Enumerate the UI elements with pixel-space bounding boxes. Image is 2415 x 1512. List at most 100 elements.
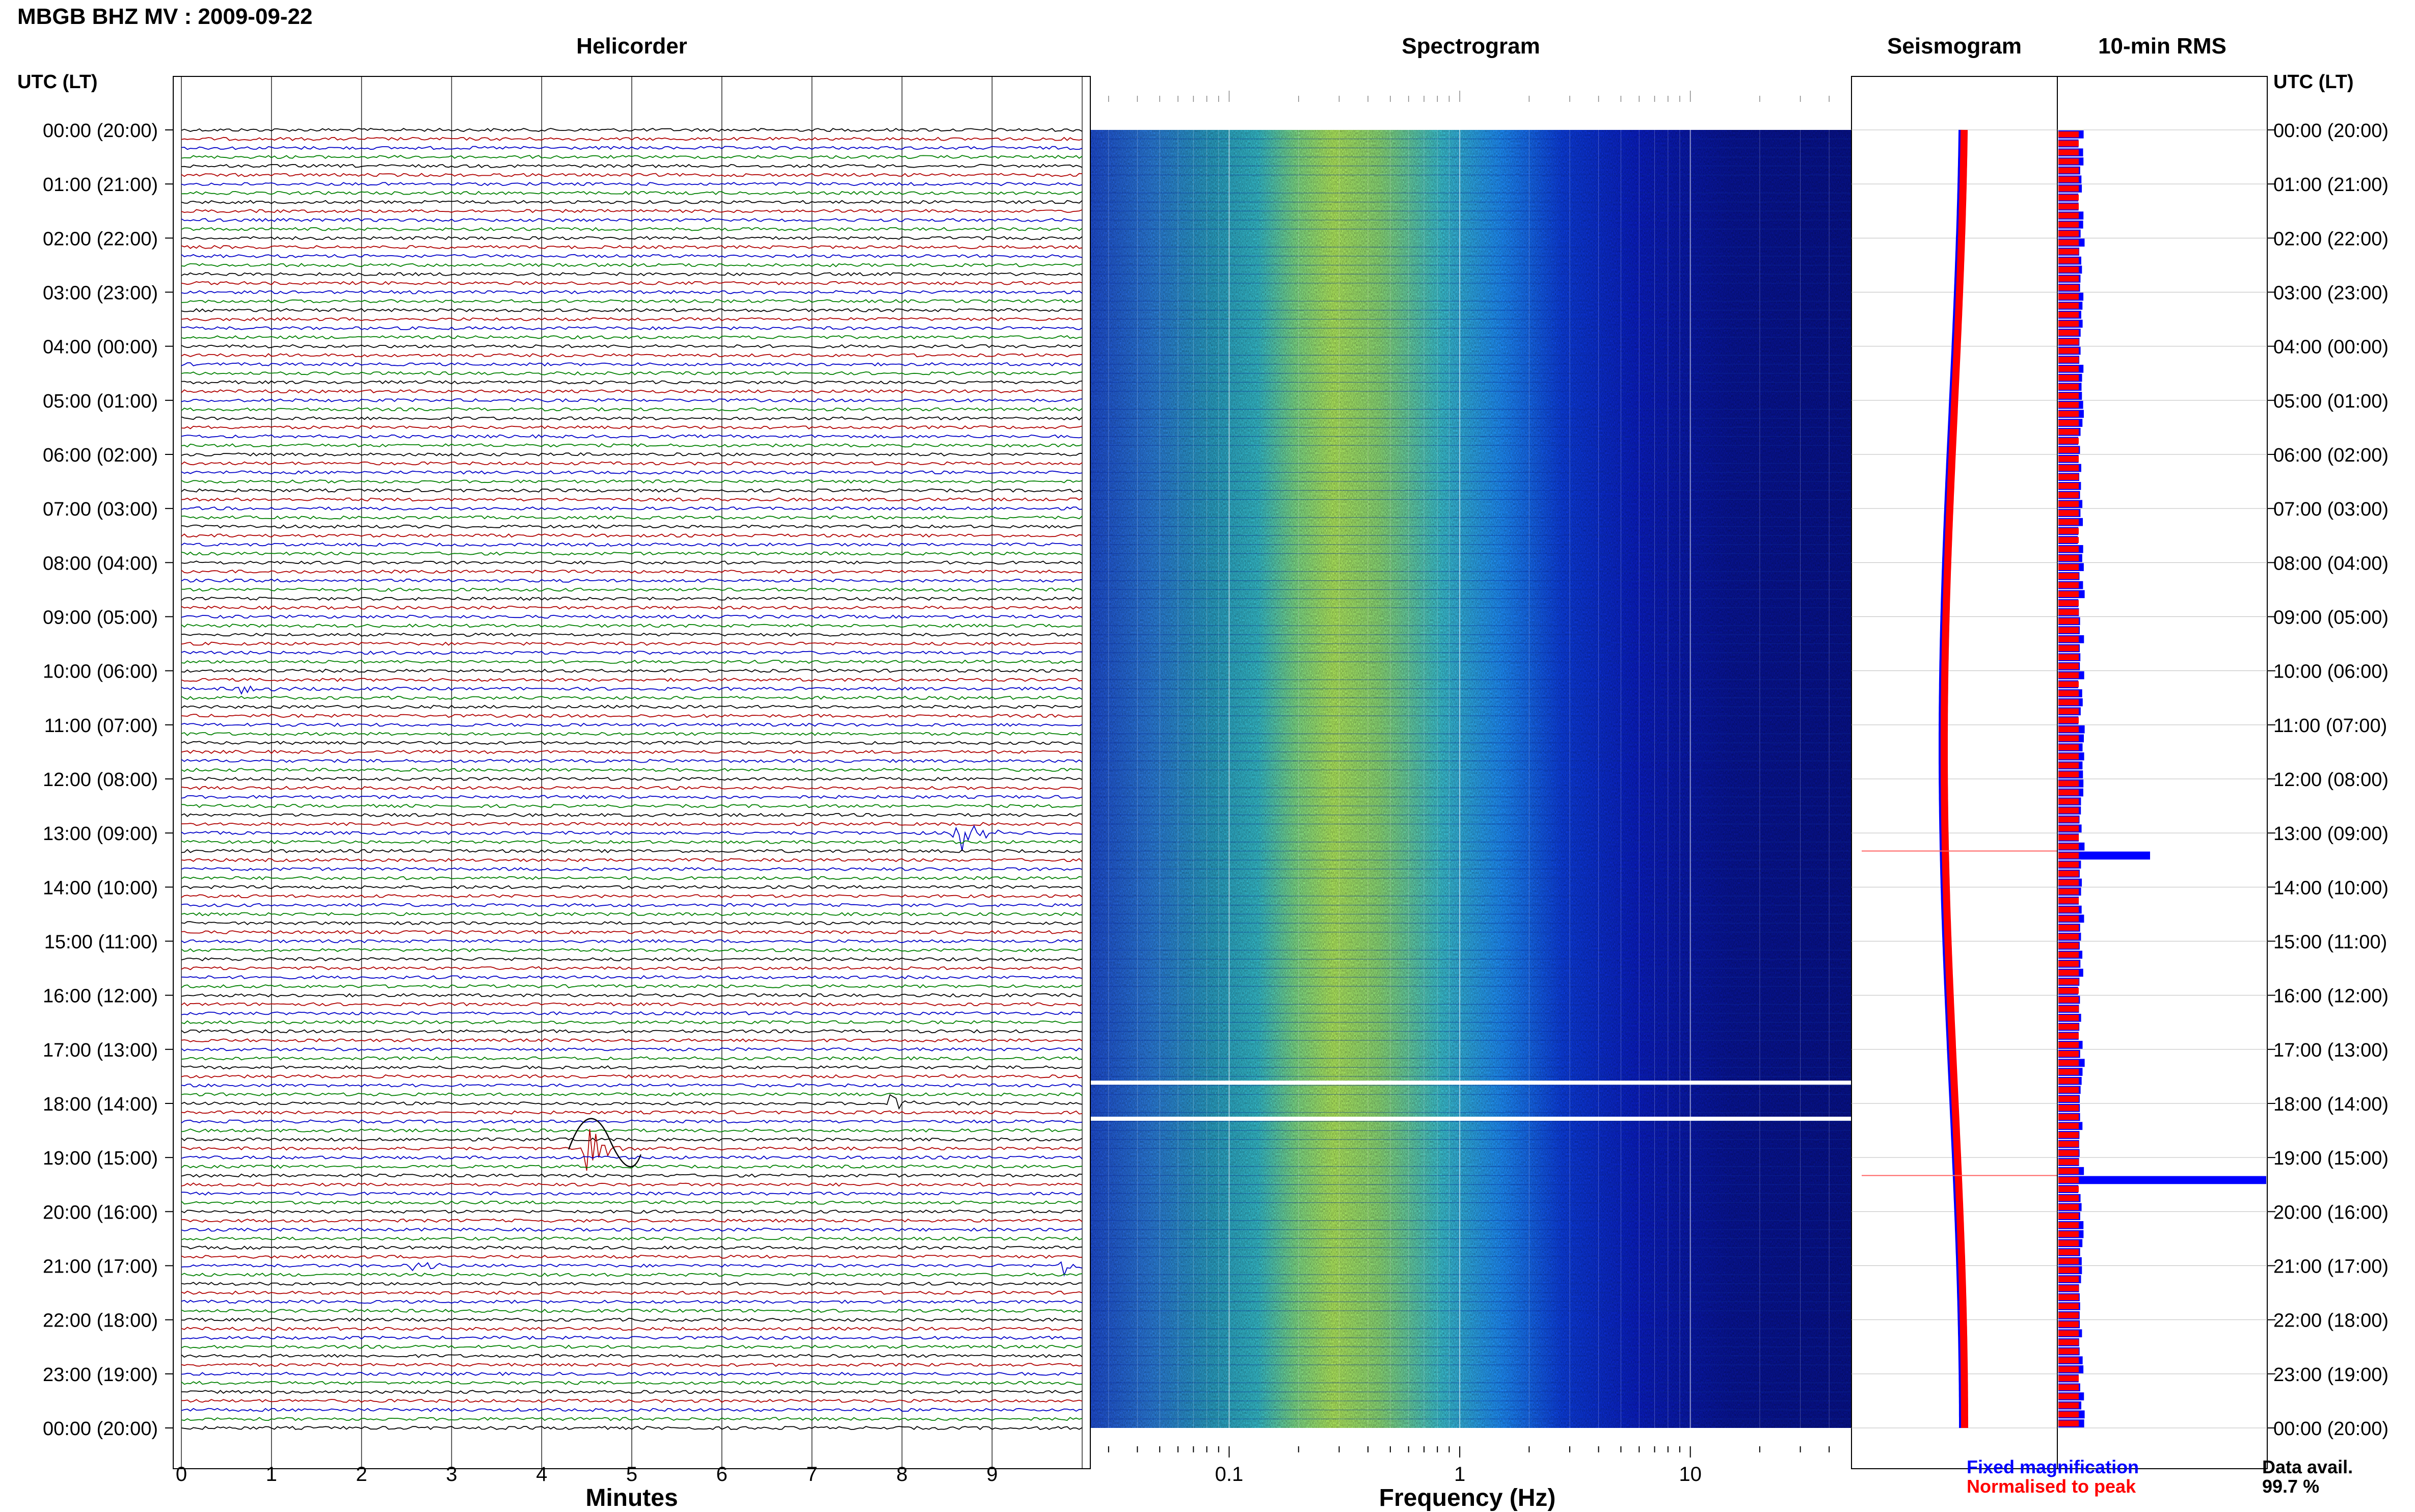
helicorder-trace xyxy=(181,542,1083,547)
rms-frame xyxy=(2057,76,2268,1469)
rms-bar-normalised xyxy=(2058,474,2079,480)
rms-bar-normalised xyxy=(2058,979,2079,985)
helicorder-trace xyxy=(181,858,1083,862)
rms-bar-normalised xyxy=(2058,573,2079,579)
helicorder-trace xyxy=(181,551,1083,556)
helicorder-trace xyxy=(181,1065,1083,1070)
helicorder-trace xyxy=(181,930,1083,934)
rms-bar-normalised xyxy=(2058,816,2079,823)
helicorder-trace xyxy=(181,227,1083,231)
helicorder-trace xyxy=(181,1155,1083,1160)
hour-label-left: 07:00 (03:00) xyxy=(43,499,158,520)
rms-bar-normalised xyxy=(2058,1276,2079,1282)
rms-bar-normalised xyxy=(2058,1042,2079,1048)
hour-label-left: 22:00 (18:00) xyxy=(43,1310,158,1332)
rms-bar-normalised xyxy=(2058,510,2079,516)
hour-label-right: 20:00 (16:00) xyxy=(2273,1202,2389,1223)
helicorder-trace xyxy=(181,903,1083,907)
rms-bar-normalised xyxy=(2058,681,2079,688)
helicorder-trace xyxy=(181,984,1083,989)
rms-bar-normalised xyxy=(2058,411,2079,417)
helicorder-trace xyxy=(181,957,1083,961)
spectrogram-title: Spectrogram xyxy=(1402,34,1540,59)
rms-bar-normalised xyxy=(2058,726,2079,733)
helicorder-trace xyxy=(181,624,1083,628)
helicorder-trace xyxy=(181,1281,1083,1286)
rms-bar-normalised xyxy=(2058,780,2079,787)
helicorder-trace xyxy=(181,587,1083,592)
rms-bar-normalised xyxy=(2058,600,2079,606)
helicorder-panel: 0 1 2 3 4 5 6 7 8 9 xyxy=(173,76,1091,1486)
hour-label-right: 22:00 (18:00) xyxy=(2273,1310,2389,1332)
helicorder-trace xyxy=(181,1218,1083,1223)
time-axis-labels: 00:00 (20:00) 00:00 (20:00) 01:00 (21:00) 0… xyxy=(43,120,2389,1440)
rms-bar-normalised xyxy=(2058,266,2079,273)
helicorder-trace xyxy=(181,1011,1083,1016)
rms-bar-normalised xyxy=(2058,1069,2079,1075)
hour-label-right: 01:00 (21:00) xyxy=(2273,174,2389,196)
hour-label-right: 02:00 (22:00) xyxy=(2273,228,2389,250)
rms-bar-normalised xyxy=(2058,456,2079,462)
rms-bar-normalised xyxy=(2058,564,2079,571)
rms-bar-normalised xyxy=(2058,996,2079,1003)
hour-label-right: 06:00 (02:00) xyxy=(2273,445,2389,466)
rms-bar-normalised xyxy=(2058,1050,2079,1057)
helicorder-trace xyxy=(181,1327,1083,1331)
rms-bar-normalised xyxy=(2058,1348,2079,1355)
helicorder-trace xyxy=(181,533,1083,538)
rms-bar-normalised xyxy=(2058,401,2079,408)
hour-label-right: 14:00 (10:00) xyxy=(2273,877,2389,899)
helicorder-trace xyxy=(181,948,1083,953)
rms-bar-normalised xyxy=(2058,546,2079,552)
seismogram-panel xyxy=(1851,76,2058,1469)
rms-bar-normalised xyxy=(2058,1384,2079,1391)
rms-bar-normalised xyxy=(2058,374,2079,381)
helicorder-trace xyxy=(181,515,1083,520)
frequency-tick-label: 1 xyxy=(1454,1463,1465,1486)
rms-bar-normalised xyxy=(2058,1420,2079,1426)
helicorder-trace xyxy=(181,1290,1083,1295)
rms-bar-normalised xyxy=(2058,1087,2079,1093)
helicorder-trace xyxy=(181,479,1083,484)
rms-bar-normalised xyxy=(2058,834,2079,841)
rms-bar-normalised xyxy=(2058,1294,2079,1301)
hour-label-left: 09:00 (05:00) xyxy=(43,607,158,629)
helicorder-trace xyxy=(181,362,1083,367)
hour-label-right: 19:00 (15:00) xyxy=(2273,1148,2389,1169)
helicorder-trace xyxy=(181,461,1083,466)
hour-label-left: 10:00 (06:00) xyxy=(43,661,158,683)
helicorder-trace xyxy=(181,1308,1083,1313)
helicorder-trace xyxy=(181,1417,1083,1421)
rms-bar-normalised xyxy=(2058,925,2079,931)
hour-label-left: 13:00 (09:00) xyxy=(43,823,158,845)
helicorder-trace xyxy=(181,380,1083,385)
rms-bar-normalised xyxy=(2058,753,2079,760)
rms-bar-normalised xyxy=(2058,952,2079,958)
hour-label-left: 12:00 (08:00) xyxy=(43,769,158,791)
hour-label-left: 01:00 (21:00) xyxy=(43,174,158,196)
frequency-axis-title: Frequency (Hz) xyxy=(1379,1484,1556,1511)
helicorder-trace xyxy=(181,146,1083,150)
hour-label-right: 16:00 (12:00) xyxy=(2273,986,2389,1007)
hour-label-right: 04:00 (00:00) xyxy=(2273,337,2389,358)
rms-bar-normalised xyxy=(2058,843,2079,850)
rms-bar-normalised xyxy=(2058,1240,2079,1247)
helicorder-trace xyxy=(181,966,1083,970)
helicorder-trace xyxy=(181,1092,1083,1097)
helicorder-trace xyxy=(181,1119,1083,1124)
helicorder-trace xyxy=(181,759,1083,763)
hour-label-right: 15:00 (11:00) xyxy=(2273,932,2387,953)
helicorder-trace xyxy=(181,1173,1083,1178)
minutes-axis-title: Minutes xyxy=(585,1484,678,1511)
helicorder-trace xyxy=(181,741,1083,745)
helicorder-trace xyxy=(181,164,1083,168)
helicorder-trace xyxy=(181,732,1083,736)
rms-bar-normalised xyxy=(2058,735,2079,742)
helicorder-trace xyxy=(181,1074,1083,1078)
hour-label-right: 13:00 (09:00) xyxy=(2273,823,2389,845)
rms-bar-normalised xyxy=(2058,330,2079,336)
helicorder-trace xyxy=(181,840,1083,845)
seismogram-normalised-line xyxy=(1941,129,1968,1428)
